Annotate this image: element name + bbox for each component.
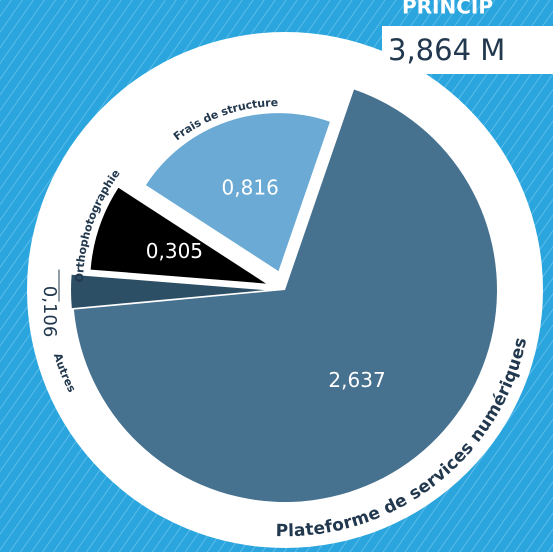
pie-slice xyxy=(71,274,266,309)
value-label: 0,816 xyxy=(222,175,279,199)
value-label: 2,637 xyxy=(328,368,385,392)
pie-slice xyxy=(90,187,267,284)
chart-subtitle: 3,864 M xyxy=(388,33,505,67)
chart-title: PRINCIP xyxy=(402,0,493,19)
value-label: 0,106 xyxy=(39,286,60,338)
pie-slice xyxy=(145,113,330,272)
value-label: 0,305 xyxy=(146,239,203,263)
pie-slice xyxy=(73,89,497,503)
